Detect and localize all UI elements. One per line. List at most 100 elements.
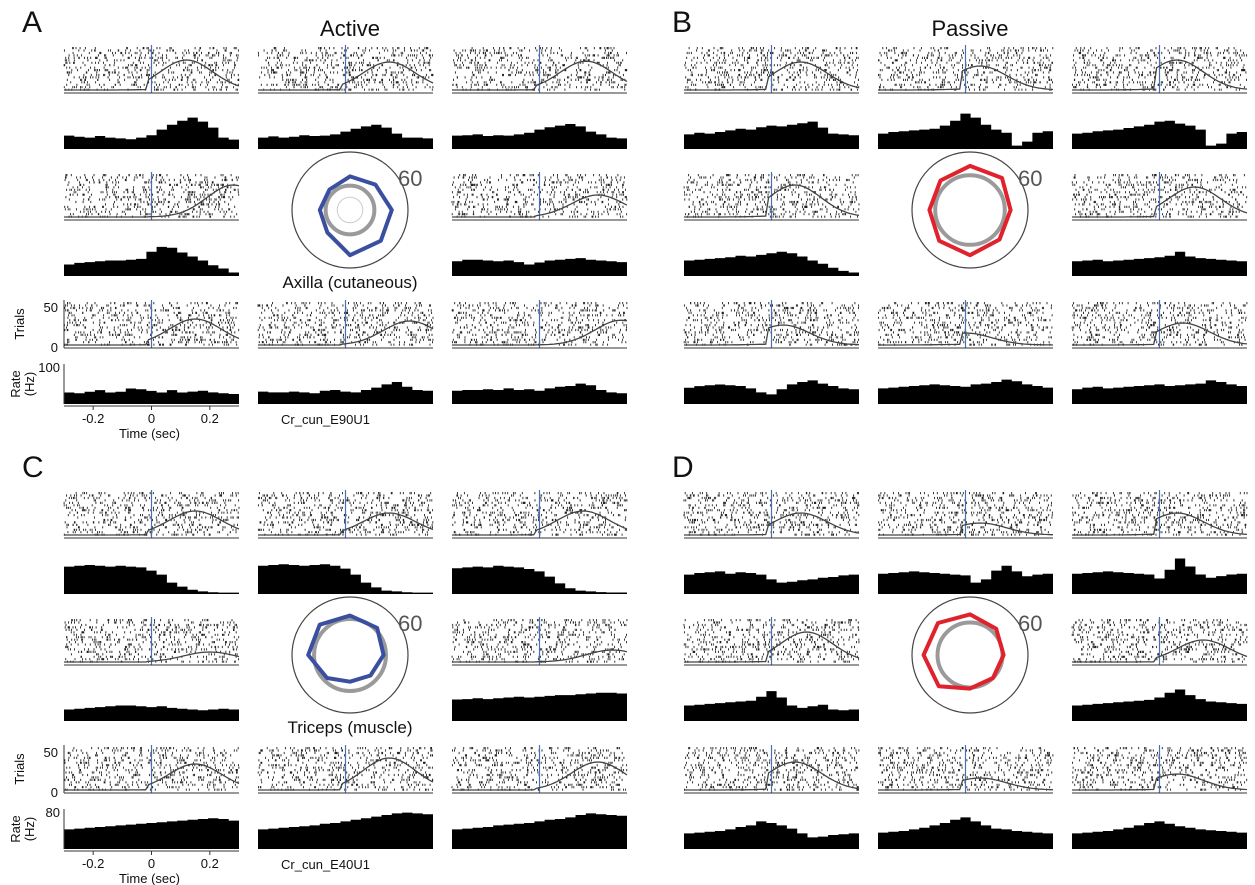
raster-ytick-label: 0 [51, 340, 58, 355]
raster-trial-row [63, 316, 237, 319]
raster-trial-row [880, 492, 1037, 495]
raster-trial-row [80, 655, 237, 658]
raster-trial-row [64, 759, 226, 762]
raster-trial-row [1073, 338, 1246, 341]
raster-trial-row [457, 336, 624, 339]
raster-trial-row [457, 319, 627, 322]
raster-trial-row [1088, 178, 1238, 182]
raster-trial-row [885, 333, 1037, 336]
raster-trial-row [258, 751, 429, 755]
psth-histogram [1072, 120, 1247, 149]
raster-trial-row [63, 324, 235, 327]
raster-trial-row [452, 183, 624, 186]
time-x-axis-label: Time (sec) [119, 426, 180, 441]
raster-trial-row [63, 504, 236, 507]
raster-trial-row [887, 516, 1053, 519]
raster-trial-row [65, 309, 230, 312]
raster-trial-row [1078, 210, 1240, 213]
firing-rate-curve [1072, 773, 1248, 791]
raster-trial-row [689, 778, 852, 781]
raster-trial-row [1072, 766, 1241, 769]
raster-trial-row [268, 64, 430, 67]
raster-trial-row [1084, 319, 1246, 322]
raster-trial-row [66, 78, 240, 81]
raster-trial-row [258, 333, 433, 336]
raster-trial-row [67, 531, 237, 534]
psth-histogram [684, 380, 859, 404]
raster-trial-row [454, 521, 606, 524]
firing-rate-curve [684, 184, 860, 218]
raster-trial-row [881, 306, 1052, 310]
polar-unit-label: Triceps (muscle) [288, 718, 413, 737]
psth-histogram [878, 113, 1053, 149]
raster-trial-row [1074, 49, 1242, 52]
raster-trial-row [262, 499, 433, 502]
raster-trial-row [1072, 59, 1243, 62]
raster-trial-row [453, 636, 627, 639]
psth-histogram [684, 251, 859, 276]
raster-trial-row [462, 518, 626, 522]
raster-trial-row [688, 504, 860, 507]
raster-trial-row [65, 196, 234, 199]
raster-trial-row [453, 316, 588, 319]
raster-trial-row [1075, 47, 1235, 50]
firing-rate-curve [684, 61, 860, 91]
raster-trial-row [691, 648, 835, 651]
raster-trial-row [692, 641, 860, 644]
raster-trial-row [683, 328, 856, 332]
polar-outer-ring [291, 151, 409, 269]
raster-trial-row [1079, 186, 1247, 189]
raster-trial-row [1073, 78, 1247, 81]
raster-trial-row [696, 628, 860, 631]
raster-trial-row [1072, 83, 1241, 86]
polar-outer-ring [911, 151, 1029, 269]
raster-trial-row [265, 756, 428, 759]
raster-trial-row [684, 331, 859, 334]
raster-trial-row [1072, 771, 1240, 774]
raster-trial-row [1079, 56, 1241, 59]
raster-trial-row [689, 771, 846, 774]
raster-trial-row [887, 776, 1038, 779]
raster-trial-row [455, 51, 627, 55]
raster-plot [683, 174, 860, 218]
raster-trial-row [457, 188, 626, 191]
raster-trial-row [1072, 631, 1244, 634]
firing-rate-curve [452, 194, 628, 218]
rate-ytick-label: 100 [38, 360, 60, 375]
polar-baseline-ring [312, 617, 388, 693]
raster-trial-row [70, 781, 239, 784]
raster-trial-row [1075, 496, 1224, 500]
raster-trial-row [453, 658, 625, 661]
polar-baseline-ring [933, 173, 1007, 247]
raster-trial-row [457, 621, 624, 624]
psth-histogram [258, 564, 433, 594]
raster-trial-row [879, 749, 1045, 752]
raster-trial-row [1071, 326, 1238, 329]
raster-trial-row [452, 641, 627, 644]
rate-y-axis-unit: (Hz) [22, 817, 37, 842]
raster-trial-row [1078, 81, 1231, 84]
raster-trial-row [1075, 69, 1246, 72]
raster-trial-row [454, 64, 621, 67]
raster-trial-row [687, 496, 856, 500]
raster-trial-row [881, 526, 1042, 529]
raster-trial-row [261, 66, 427, 69]
firing-rate-curve [1072, 59, 1248, 91]
raster-trial-row [1089, 76, 1239, 79]
raster-trial-row [463, 771, 623, 774]
raster-trial-row [451, 309, 616, 312]
firing-rate-curve [258, 320, 434, 346]
raster-trial-row [882, 47, 1054, 50]
raster-trial-row [880, 336, 1052, 339]
raster-trial-row [1075, 641, 1248, 644]
raster-trial-row [456, 769, 628, 772]
axes: 50 0 Trials 80 Rate (Hz) -0.2 0 0.2 Time (sec) Cr_… [8, 745, 370, 885]
raster-trial-row [66, 526, 232, 529]
raster-trial-row [69, 783, 236, 786]
raster-trial-row [64, 59, 238, 62]
raster-trial-row [453, 531, 618, 534]
raster-trial-row [686, 786, 859, 789]
psth-histogram [452, 565, 627, 594]
raster-trial-row [63, 769, 238, 772]
